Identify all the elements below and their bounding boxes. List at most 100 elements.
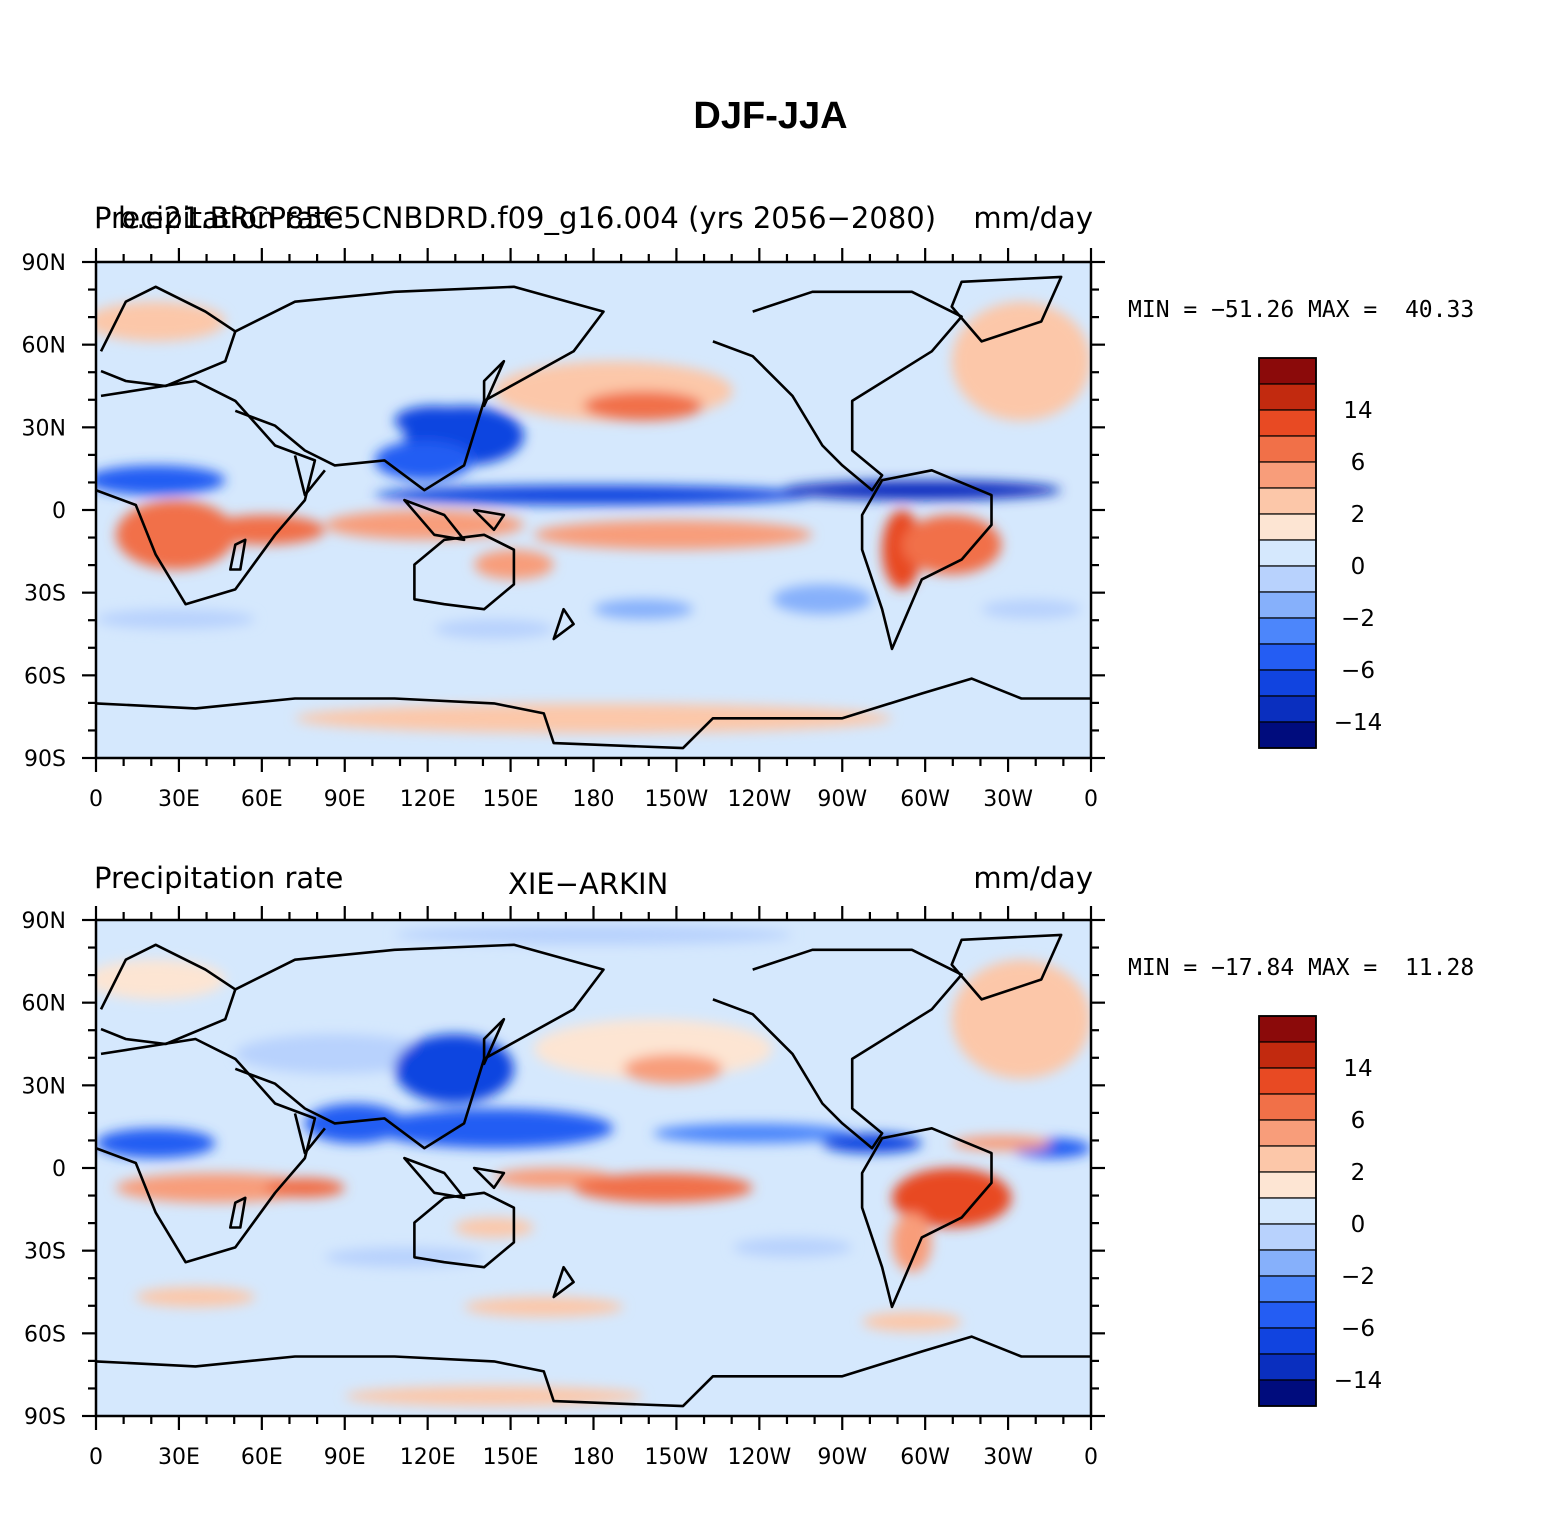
lon-tick-label: 60E <box>241 787 283 812</box>
lon-tick-label: 0 <box>1084 1445 1098 1470</box>
colorbar-swatch <box>1258 643 1317 671</box>
lat-tick-label: 30N <box>22 416 66 441</box>
lon-tick-label: 30W <box>983 787 1033 812</box>
colorbar-swatch <box>1258 409 1317 437</box>
colorbar-swatch <box>1258 617 1317 645</box>
lon-tick-label: 150E <box>483 1445 539 1470</box>
lon-tick-label: 60W <box>900 1445 950 1470</box>
colorbar-swatch <box>1258 669 1317 697</box>
colorbar-label: 14 <box>1343 398 1372 424</box>
colorbar-swatch <box>1258 435 1317 463</box>
precip-difference-map: 0 30E 60E 90E 120E 150E 180 150W 120W 90W 60W 30W 09… <box>22 248 1383 812</box>
lon-tick-label: 30E <box>158 787 200 812</box>
precip-field <box>96 262 1091 758</box>
colorbar-swatch <box>1258 1041 1317 1069</box>
panel-center-label: b.e21.BRCP85C5CNBDRD.f09_g16.004 (yrs 20… <box>118 201 937 235</box>
panel-center-label: XIE−ARKIN <box>508 867 669 901</box>
colorbar-swatch <box>1258 1275 1317 1303</box>
panel-units-label: mm/day <box>973 861 1093 895</box>
min-max-label: MIN = −51.26 MAX = 40.33 <box>1128 297 1475 323</box>
colorbar-label: −2 <box>1341 606 1375 632</box>
panel-left-label: Precipitation rate <box>94 861 344 895</box>
precip-field <box>96 920 1091 1416</box>
colorbar-swatch <box>1258 591 1317 619</box>
colorbar-swatch <box>1258 1353 1317 1381</box>
colorbar-swatch <box>1258 721 1317 749</box>
colorbar-label: −6 <box>1341 1316 1375 1342</box>
colorbar-swatch <box>1258 487 1317 515</box>
colorbar-label: −14 <box>1334 710 1383 736</box>
colorbar-swatch <box>1258 357 1317 385</box>
lon-tick-label: 0 <box>1084 787 1098 812</box>
lon-tick-label: 150W <box>645 1445 709 1470</box>
lat-tick-label: 60S <box>24 664 66 689</box>
colorbar-swatch <box>1258 1015 1317 1043</box>
colorbar-label: 6 <box>1351 1108 1366 1134</box>
lat-tick-label: 60S <box>24 1322 66 1347</box>
lon-tick-label: 120E <box>400 787 456 812</box>
colorbar-swatch <box>1258 1093 1317 1121</box>
lat-tick-label: 30N <box>22 1074 66 1099</box>
lat-tick-label: 60N <box>22 334 66 359</box>
lat-tick-label: 30S <box>24 1240 66 1265</box>
lon-tick-label: 180 <box>573 787 615 812</box>
lon-tick-label: 120W <box>727 1445 791 1470</box>
lon-tick-label: 90W <box>817 787 867 812</box>
lon-tick-label: 30W <box>983 1445 1033 1470</box>
panel-units-label: mm/day <box>973 201 1093 235</box>
colorbar-label: −6 <box>1341 658 1375 684</box>
lon-tick-label: 30E <box>158 1445 200 1470</box>
min-max-label: MIN = −17.84 MAX = 11.28 <box>1128 955 1475 981</box>
colorbar-label: 2 <box>1351 1160 1366 1186</box>
coastlines <box>96 275 1091 750</box>
colorbar-swatch <box>1258 1171 1317 1199</box>
colorbar-swatch <box>1258 1067 1317 1095</box>
page-title: DJF-JJA <box>693 95 848 137</box>
colorbar-label: 14 <box>1343 1056 1372 1082</box>
colorbar-swatch <box>1258 1301 1317 1329</box>
lon-tick-label: 90W <box>817 1445 867 1470</box>
colorbar-swatch <box>1258 383 1317 411</box>
lat-tick-label: 90S <box>24 747 66 772</box>
colorbar-label: 6 <box>1351 450 1366 476</box>
lon-tick-label: 150E <box>483 787 539 812</box>
colorbar-label: 0 <box>1351 554 1366 580</box>
panel-left-label: Precipitation rate <box>94 201 344 235</box>
colorbar-swatch <box>1258 1379 1317 1407</box>
coastlines <box>96 933 1091 1408</box>
colorbar-swatch <box>1258 1223 1317 1251</box>
colorbar-swatch <box>1258 1145 1317 1173</box>
colorbar-label: −2 <box>1341 1264 1375 1290</box>
lat-tick-label: 90S <box>24 1405 66 1430</box>
colorbar-label: −14 <box>1334 1368 1383 1394</box>
lon-tick-label: 90E <box>324 787 366 812</box>
lat-tick-label: 30S <box>24 582 66 607</box>
lat-tick-label: 60N <box>22 992 66 1017</box>
lon-tick-label: 0 <box>89 1445 103 1470</box>
colorbar-label: 0 <box>1351 1212 1366 1238</box>
colorbar-swatch <box>1258 1197 1317 1225</box>
colorbar-label: 2 <box>1351 502 1366 528</box>
colorbar-swatch <box>1258 1249 1317 1277</box>
colorbar-swatch <box>1258 461 1317 489</box>
lon-tick-label: 60E <box>241 1445 283 1470</box>
lon-tick-label: 90E <box>324 1445 366 1470</box>
colorbar-swatch <box>1258 565 1317 593</box>
lon-tick-label: 0 <box>89 787 103 812</box>
colorbar-swatch <box>1258 1327 1317 1355</box>
lat-tick-label: 0 <box>52 1157 66 1182</box>
lat-tick-label: 90N <box>22 251 66 276</box>
lon-tick-label: 60W <box>900 787 950 812</box>
panel-model: Precipitation rate b.e21.BRCP85C5CNBDRD.… <box>0 200 1541 860</box>
lon-tick-label: 120E <box>400 1445 456 1470</box>
lat-tick-label: 0 <box>52 499 66 524</box>
colorbar: 14 6 2 0 −2 −6 −14 <box>1258 1015 1383 1407</box>
colorbar-swatch <box>1258 695 1317 723</box>
lat-tick-label: 90N <box>22 909 66 934</box>
colorbar-swatch <box>1258 1119 1317 1147</box>
lon-tick-label: 150W <box>645 787 709 812</box>
colorbar-swatch <box>1258 539 1317 567</box>
lon-tick-label: 180 <box>573 1445 615 1470</box>
precip-difference-map: 0 30E 60E 90E 120E 150E 180 150W 120W 90W 60W 30W 09… <box>22 906 1383 1470</box>
colorbar-swatch <box>1258 513 1317 541</box>
